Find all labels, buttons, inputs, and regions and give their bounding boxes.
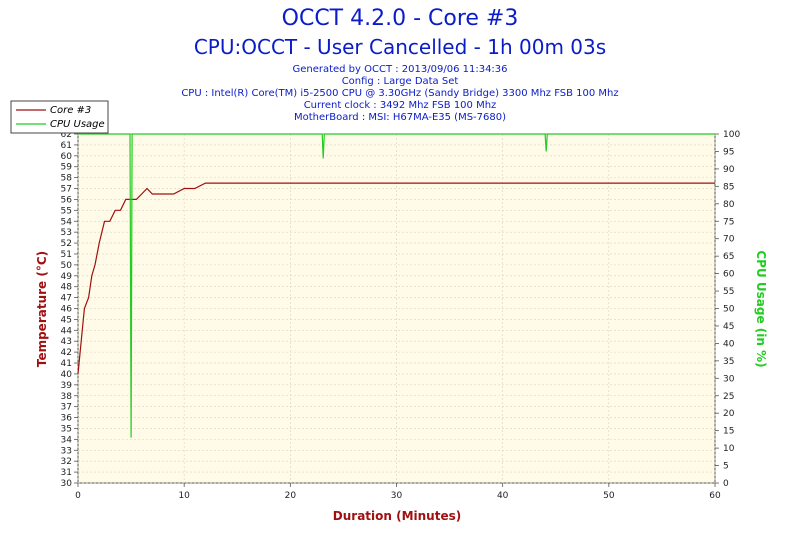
x-tick-label: 20: [285, 491, 297, 501]
info-config: Config : Large Data Set: [341, 76, 459, 87]
y-tick-label: 44: [61, 326, 73, 336]
y2-tick-label: 90: [723, 165, 735, 175]
y-tick-label: 40: [61, 370, 73, 380]
y2-tick-label: 100: [723, 130, 740, 140]
y-tick-label: 49: [61, 272, 73, 282]
y-tick-label: 58: [61, 174, 73, 184]
y2-tick-label: 55: [723, 287, 734, 297]
info-generated: Generated by OCCT : 2013/09/06 11:34:36: [292, 64, 508, 75]
y-tick-label: 55: [61, 206, 72, 216]
series-line-cpu-usage: [78, 133, 715, 438]
y-tick-label: 47: [61, 294, 72, 304]
y-tick-label: 56: [61, 195, 73, 205]
y2-tick-label: 10: [723, 444, 735, 454]
y-tick-label: 35: [61, 424, 72, 434]
legend-box: [10, 100, 109, 134]
legend: Core #3 CPU Usage: [10, 100, 109, 134]
y-tick-label: 42: [61, 348, 72, 358]
y-axis-title: Temperature (°C): [35, 251, 49, 367]
y2-tick-label: 0: [723, 479, 729, 489]
info-cpu: CPU : Intel(R) Core(TM) i5-2500 CPU @ 3.…: [181, 88, 619, 99]
y-tick-label: 37: [61, 403, 72, 413]
y2-tick-label: 95: [723, 147, 734, 157]
y2-tick-label: 20: [723, 409, 735, 419]
y-tick-label: 50: [61, 261, 73, 271]
y-tick-label: 36: [61, 414, 73, 424]
x-tick-label: 0: [75, 491, 81, 501]
x-tick-label: 30: [391, 491, 403, 501]
y2-tick-label: 70: [723, 235, 735, 245]
x-tick-label: 50: [603, 491, 615, 501]
y2-tick-label: 25: [723, 392, 734, 402]
x-tick-label: 10: [178, 491, 190, 501]
y-tick-label: 61: [61, 141, 72, 151]
y-tick-label: 38: [61, 392, 73, 402]
y-tick-label: 52: [61, 239, 72, 249]
y-tick-label: 34: [61, 435, 73, 445]
y2-axis-title: CPU Usage (in %): [754, 250, 768, 367]
x-axis-ticks: 0 10 20 30 40 50 60: [75, 483, 721, 501]
y2-tick-label: 65: [723, 252, 734, 262]
series-line-core-3: [77, 182, 715, 374]
y-tick-label: 60: [61, 152, 73, 162]
info-clock: Current clock : 3492 Mhz FSB 100 Mhz: [303, 100, 497, 111]
y-tick-label: 43: [61, 337, 72, 347]
legend-label-core: Core #3: [50, 105, 91, 116]
series-lines: [77, 133, 715, 438]
y2-tick-label: 30: [723, 374, 735, 384]
y-tick-label: 39: [61, 381, 73, 391]
y-tick-label: 59: [61, 163, 73, 173]
info-motherboard: MotherBoard : MSI: H67MA-E35 (MS-7680): [293, 112, 507, 123]
y2-tick-label: 35: [723, 357, 734, 367]
y2-axis-ticks: 0 5 10 15 20 25 30 35 40 45 50 55 60 65 70 75 80 85 90 95 10…: [715, 130, 740, 489]
y-tick-label: 30: [61, 479, 73, 489]
y-tick-label: 32: [61, 457, 72, 467]
y-tick-label: 51: [61, 250, 72, 260]
y2-tick-label: 50: [723, 305, 735, 315]
x-axis-title: Duration (Minutes): [333, 509, 461, 523]
legend-label-usage: CPU Usage: [50, 119, 105, 130]
y-tick-label: 41: [61, 359, 72, 369]
y-tick-label: 57: [61, 185, 72, 195]
y-tick-label: 33: [61, 446, 72, 456]
y2-tick-label: 40: [723, 339, 735, 349]
y-tick-label: 54: [61, 217, 73, 227]
y2-tick-label: 45: [723, 322, 734, 332]
y2-tick-label: 60: [723, 270, 735, 280]
y2-tick-label: 85: [723, 182, 734, 192]
y2-tick-label: 75: [723, 217, 734, 227]
y-tick-label: 46: [61, 305, 73, 315]
chart-subtitle: CPU:OCCT - User Cancelled - 1h 00m 03s: [193, 35, 607, 59]
y2-tick-label: 80: [723, 200, 735, 210]
y-tick-label: 48: [61, 283, 73, 293]
y-tick-label: 53: [61, 228, 72, 238]
y-tick-label: 45: [61, 315, 72, 325]
y-axis-ticks: 3031323334353637383940414243444546474849…: [61, 130, 78, 489]
y2-tick-label: 5: [723, 462, 729, 472]
chart-title: OCCT 4.2.0 - Core #3: [281, 6, 519, 31]
y-tick-label: 31: [61, 468, 72, 478]
x-tick-label: 60: [709, 491, 721, 501]
y2-tick-label: 15: [723, 427, 734, 437]
x-tick-label: 40: [497, 491, 509, 501]
y-tick-label: 62: [61, 130, 72, 140]
